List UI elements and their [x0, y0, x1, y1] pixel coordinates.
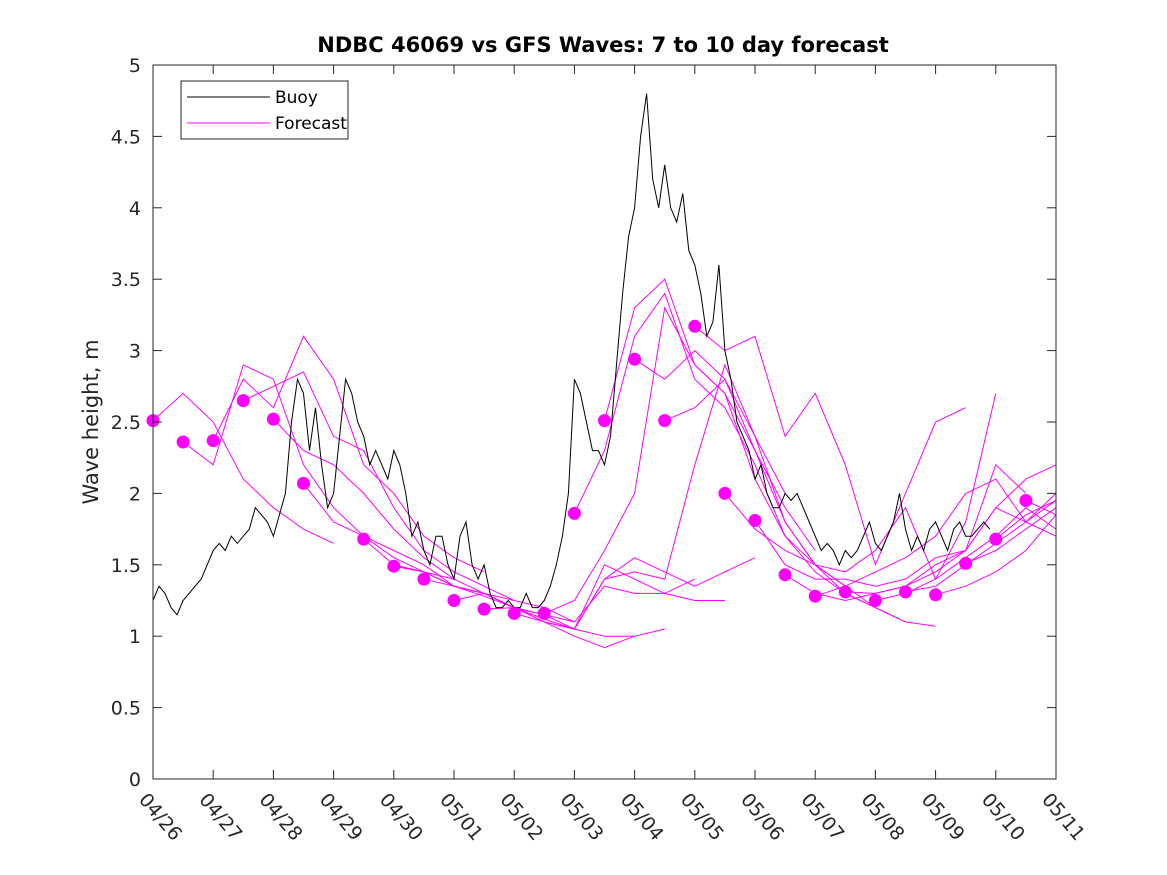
- forecast-point: [477, 602, 491, 616]
- forecast-point: [507, 606, 521, 620]
- forecast-point: [899, 585, 912, 599]
- forecast-point: [718, 486, 732, 500]
- forecast-line-10: [484, 557, 756, 630]
- forecast-point: [688, 319, 702, 333]
- forecast-line-26: [965, 507, 1057, 564]
- forecast-point: [266, 412, 280, 426]
- y-tick-label: 5: [129, 55, 141, 77]
- forecast-line-3: [243, 371, 515, 601]
- legend-box: [180, 80, 349, 140]
- forecast-line-0: [152, 392, 334, 544]
- forecast-point: [628, 352, 642, 366]
- y-tick-label: 3: [129, 341, 141, 363]
- forecast-line-9: [453, 564, 725, 630]
- y-tick-label: 0: [129, 769, 141, 791]
- y-tick-label: 3.5: [111, 269, 141, 291]
- forecast-point: [567, 506, 581, 520]
- forecast-point: [778, 568, 792, 582]
- forecast-point: [176, 435, 190, 449]
- forecast-point: [417, 572, 431, 586]
- y-tick-label: 4: [129, 198, 141, 220]
- forecast-line-19: [754, 463, 1027, 587]
- chart-title: NDBC 46069 vs GFS Waves: 7 to 10 day for…: [317, 33, 888, 57]
- y-axis-label: Wave height, m: [79, 339, 103, 504]
- forecast-line-18: [724, 393, 997, 581]
- forecast-line-20: [784, 464, 1057, 602]
- y-tick-label: 2: [129, 483, 141, 505]
- forecast-point: [959, 556, 973, 570]
- forecast-point: [658, 414, 672, 428]
- forecast-point: [598, 414, 611, 428]
- forecast-line-15: [634, 349, 906, 623]
- y-tick-label: 4.5: [111, 126, 141, 148]
- forecast-point: [297, 476, 310, 490]
- forecast-point: [1019, 494, 1033, 507]
- forecast-point: [537, 606, 551, 620]
- y-tick-label: 1.5: [111, 555, 141, 577]
- forecast-point: [808, 589, 822, 603]
- forecast-line-25: [935, 514, 1057, 596]
- forecast-line-14: [604, 278, 876, 609]
- forecast-point: [387, 559, 401, 573]
- forecast-line-16: [664, 378, 936, 627]
- forecast-line-22: [845, 507, 1057, 594]
- forecast-line-11: [514, 363, 786, 630]
- forecast-point: [838, 585, 852, 599]
- forecast-point: [989, 532, 1003, 546]
- forecast-line-21: [815, 478, 1057, 597]
- forecast-point: [357, 532, 371, 546]
- forecast-point: [236, 394, 250, 408]
- y-tick-label: 2.5: [111, 412, 141, 434]
- forecast-line-8: [423, 578, 696, 623]
- forecast-line-24: [905, 500, 1057, 593]
- forecast-point: [868, 594, 882, 607]
- buoy-line: [152, 93, 991, 616]
- forecast-point: [447, 594, 461, 607]
- y-tick-label: 1: [129, 626, 141, 648]
- legend-label-buoy: Buoy: [275, 88, 318, 108]
- forecast-line-17: [694, 325, 966, 567]
- legend-label-forecast: Forecast: [275, 114, 347, 134]
- y-tick-label: 0.5: [111, 698, 141, 720]
- forecast-point: [206, 434, 220, 448]
- forecast-line-27: [995, 500, 1057, 540]
- forecast-line-1: [182, 364, 455, 580]
- legend: Buoy Forecast: [180, 80, 349, 140]
- forecast-point: [929, 588, 943, 602]
- forecast-point: [748, 514, 762, 527]
